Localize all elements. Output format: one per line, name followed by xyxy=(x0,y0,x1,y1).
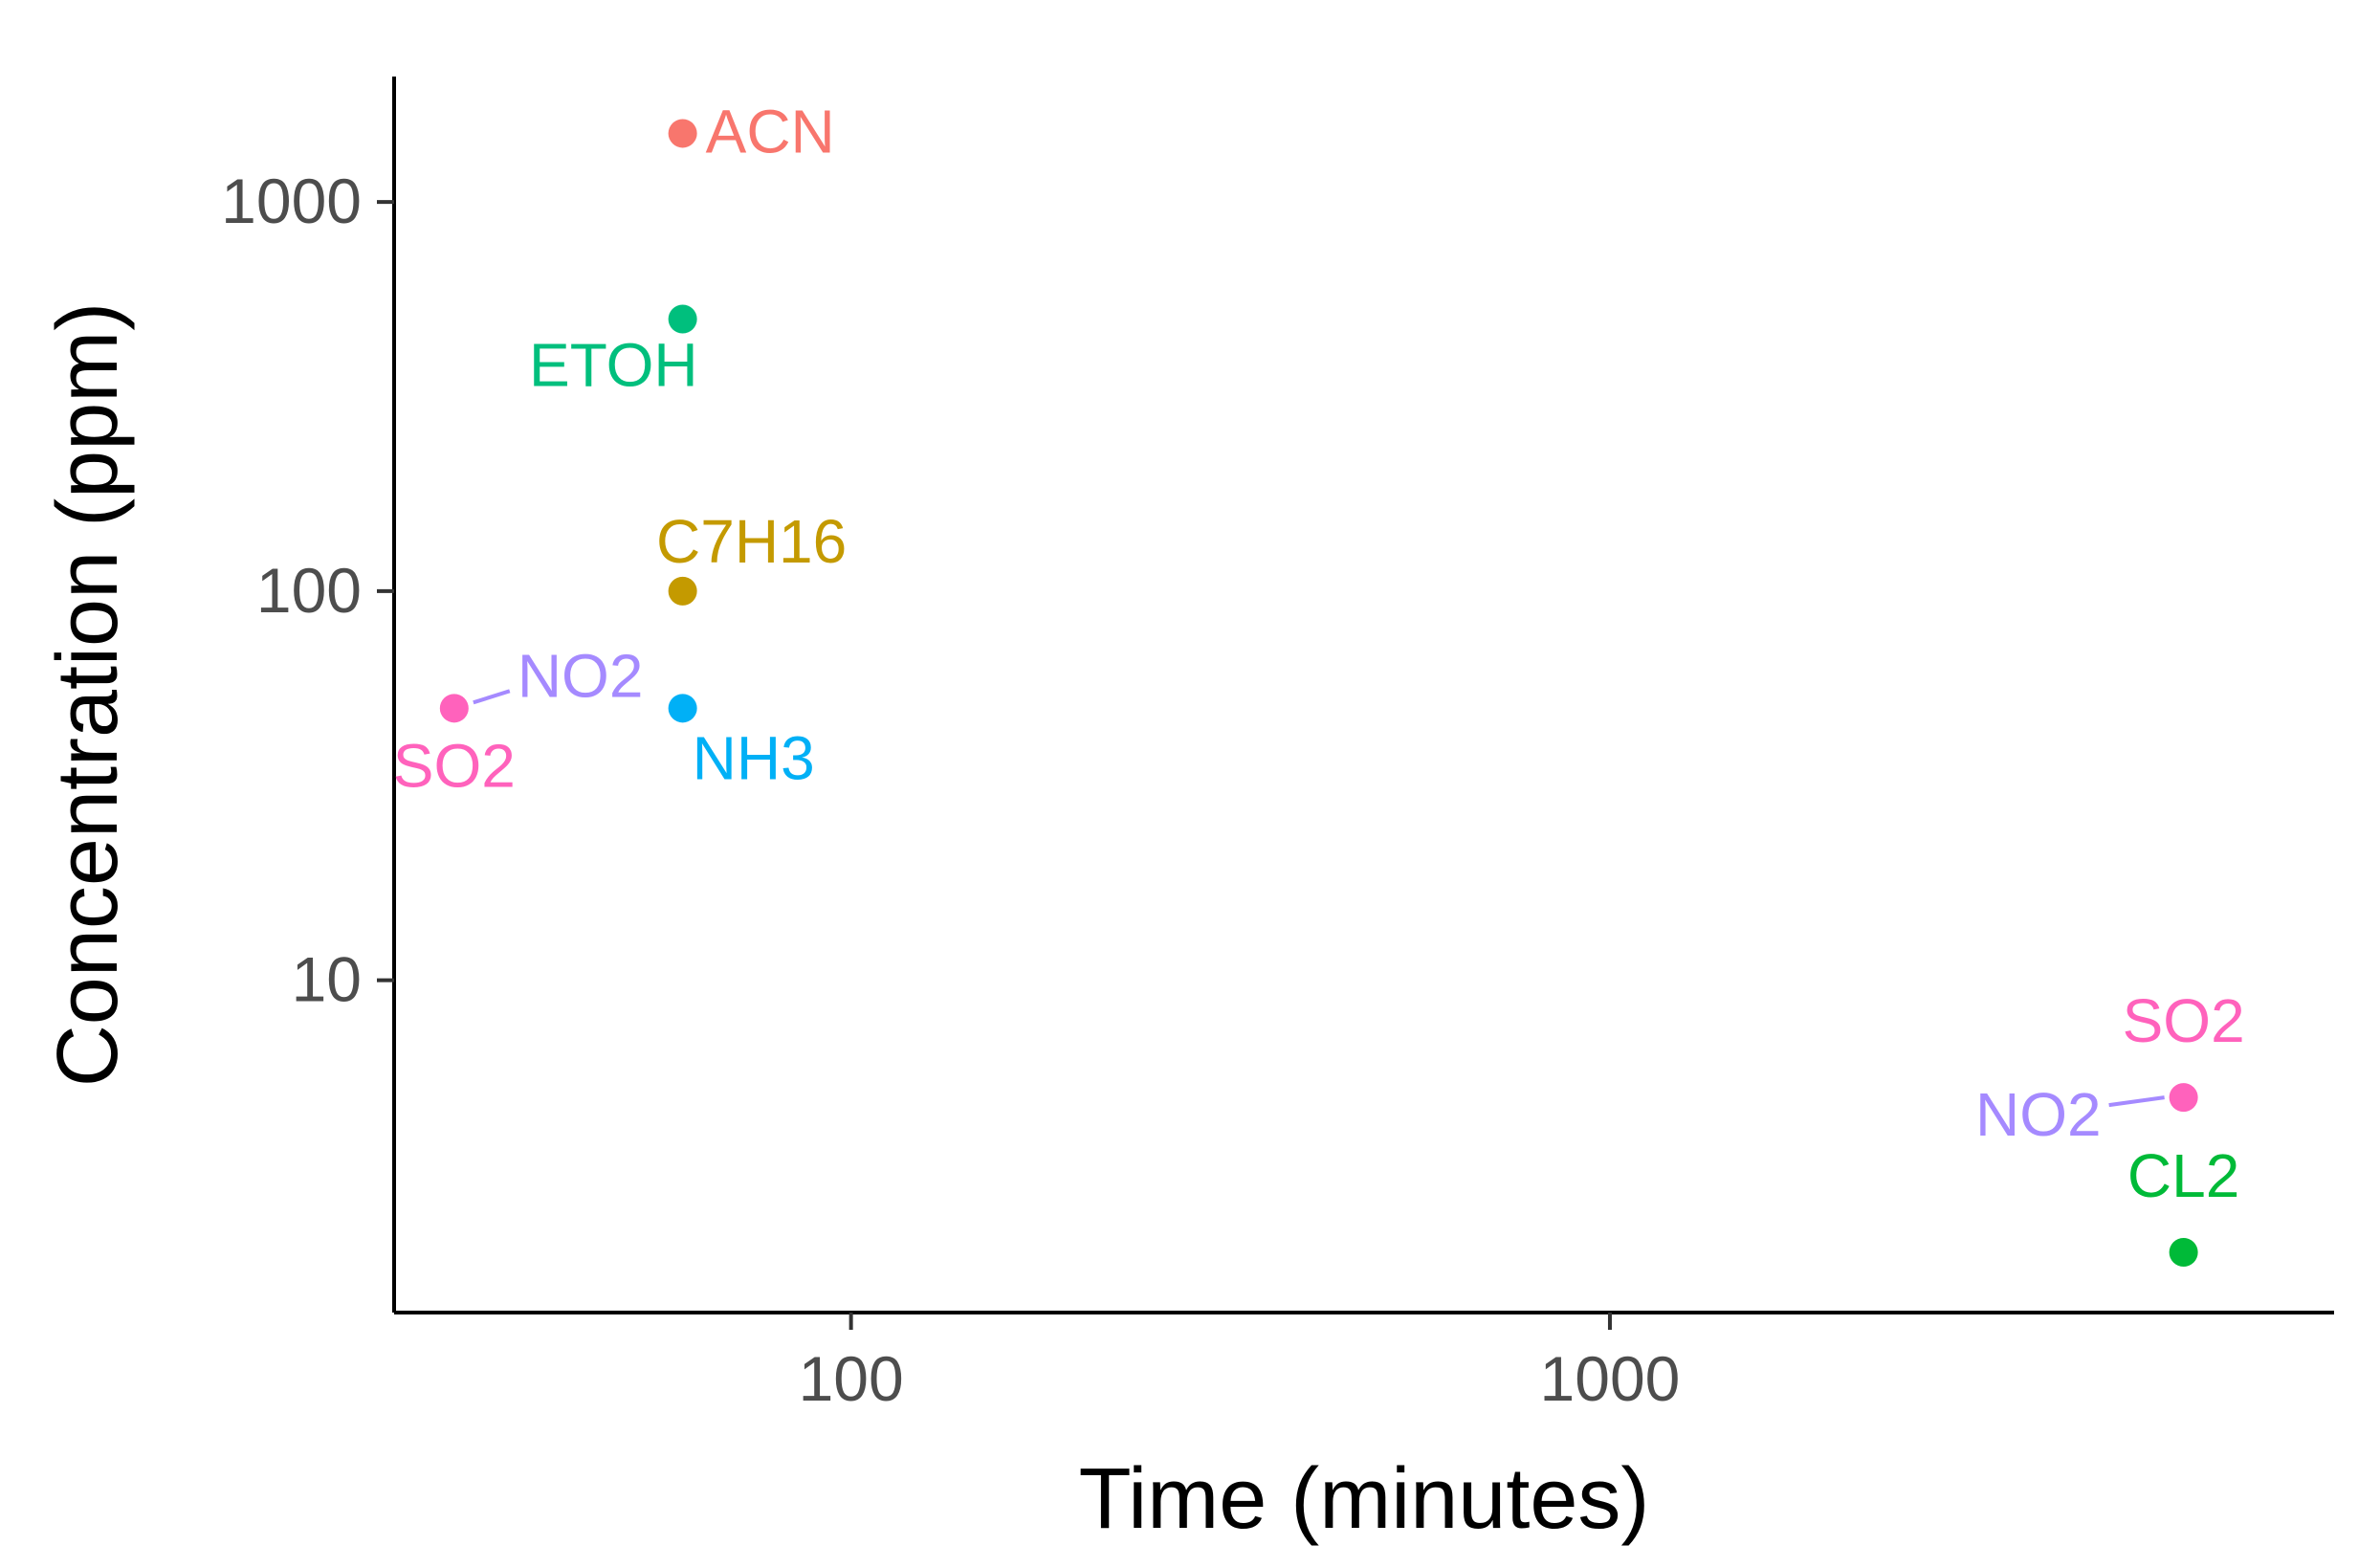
point-label: ETOH xyxy=(529,331,698,400)
point-label: CL2 xyxy=(2127,1141,2239,1210)
point-label: NO2 xyxy=(518,641,644,710)
y-axis-title: Concentration (ppm) xyxy=(40,302,136,1087)
data-point xyxy=(668,576,697,606)
point-label: SO2 xyxy=(393,731,516,800)
point-label: NO2 xyxy=(1975,1080,2102,1149)
x-tick-label: 100 xyxy=(799,1343,904,1414)
data-points xyxy=(439,119,2198,1267)
point-label: ACN xyxy=(706,97,835,166)
data-point xyxy=(668,119,697,148)
label-leader-lines xyxy=(473,689,2165,1108)
data-point xyxy=(668,304,697,334)
data-point xyxy=(2169,1083,2198,1113)
data-point xyxy=(668,694,697,723)
y-tick-label: 100 xyxy=(256,555,362,626)
axes: 10 100 1000 100 1000 xyxy=(221,77,2334,1414)
label-leader-line xyxy=(2108,1095,2165,1108)
data-point xyxy=(439,694,469,723)
point-label: C7H16 xyxy=(656,507,847,576)
label-leader-line xyxy=(473,689,511,705)
y-tick-label: 1000 xyxy=(221,166,362,236)
y-tick-label: 10 xyxy=(292,944,362,1015)
point-label: NH3 xyxy=(693,723,815,792)
point-label: SO2 xyxy=(2123,986,2245,1055)
data-point xyxy=(2169,1237,2198,1267)
x-tick-label: 1000 xyxy=(1540,1343,1681,1414)
x-axis-title: Time (minutes) xyxy=(1079,1451,1650,1547)
